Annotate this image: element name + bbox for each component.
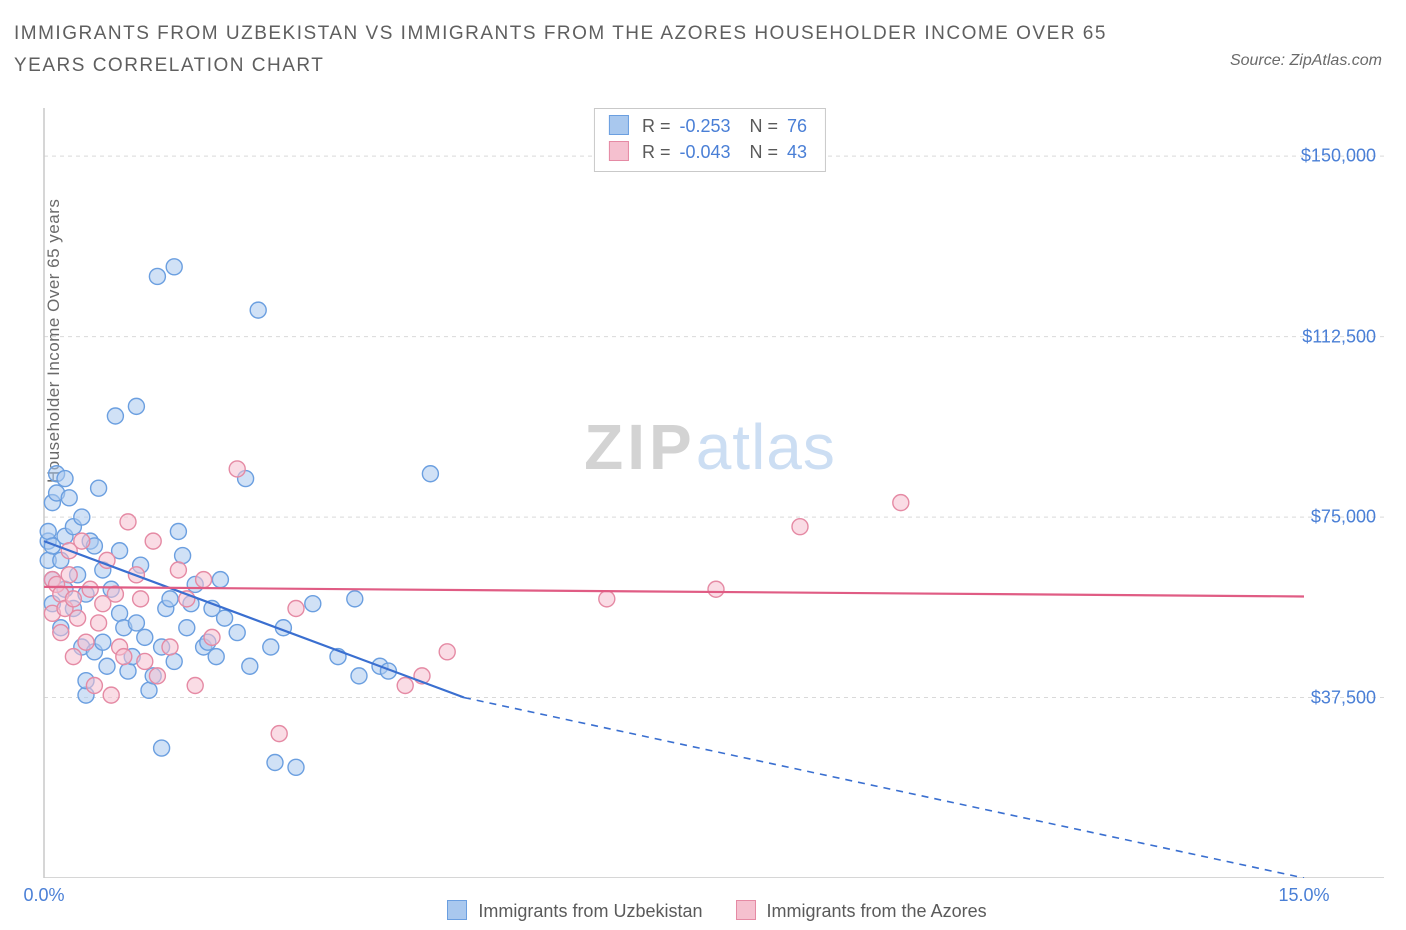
scatter-plot: Householder Income Over 65 years ZIPatla… — [36, 108, 1384, 878]
y-tick-label: $75,000 — [1311, 507, 1376, 528]
legend-n-1: 43 — [787, 142, 807, 162]
page-title: IMMIGRANTS FROM UZBEKISTAN VS IMMIGRANTS… — [14, 18, 1146, 83]
plot-svg — [36, 108, 1384, 878]
y-tick-label: $37,500 — [1311, 687, 1376, 708]
legend-n-0: 76 — [787, 116, 807, 136]
source-attribution: Source: ZipAtlas.com — [1230, 52, 1382, 70]
footer-legend: Immigrants from Uzbekistan Immigrants fr… — [0, 900, 1406, 922]
footer-label-1: Immigrants from the Azores — [767, 901, 987, 921]
footer-label-0: Immigrants from Uzbekistan — [478, 901, 702, 921]
correlation-legend: R = -0.253 N = 76 R = -0.043 N = 43 — [594, 108, 826, 172]
legend-row-1: R = -0.043 N = 43 — [609, 139, 811, 165]
chart-container: IMMIGRANTS FROM UZBEKISTAN VS IMMIGRANTS… — [0, 0, 1406, 930]
y-tick-label: $112,500 — [1302, 326, 1376, 347]
y-tick-label: $150,000 — [1301, 146, 1376, 167]
legend-r-0: -0.253 — [679, 116, 730, 136]
legend-r-1: -0.043 — [679, 142, 730, 162]
legend-row-0: R = -0.253 N = 76 — [609, 113, 811, 139]
legend-swatch-0 — [609, 115, 629, 135]
footer-swatch-0 — [447, 900, 467, 920]
footer-swatch-1 — [736, 900, 756, 920]
legend-swatch-1 — [609, 141, 629, 161]
